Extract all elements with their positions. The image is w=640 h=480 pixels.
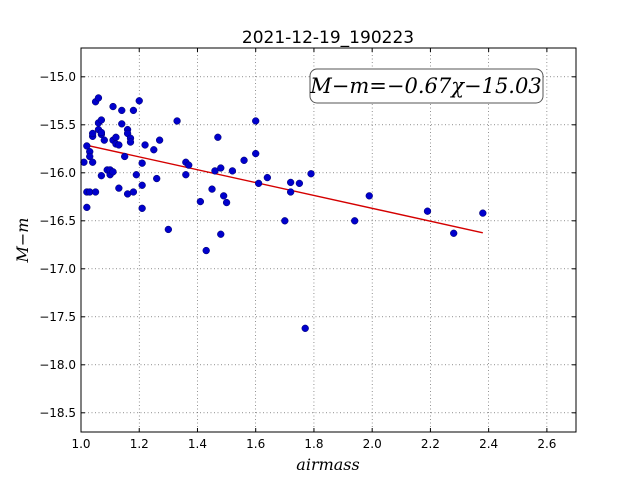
data-point <box>164 225 173 234</box>
data-point <box>295 179 304 188</box>
x-tick-label: 1.4 <box>188 437 207 451</box>
data-point <box>138 181 146 189</box>
data-point <box>118 120 126 128</box>
data-point <box>217 230 225 238</box>
data-point <box>118 106 126 115</box>
data-point <box>185 161 193 169</box>
data-point <box>141 141 149 149</box>
data-point <box>138 204 146 212</box>
data-point <box>301 324 309 332</box>
data-point <box>80 158 88 166</box>
data-points <box>80 94 487 332</box>
y-axis-label: M−m <box>13 218 32 264</box>
data-point <box>286 178 295 187</box>
data-point <box>135 97 143 105</box>
data-point <box>351 217 359 225</box>
x-tick-label: 2.2 <box>421 437 440 451</box>
y-tick-label: −16.5 <box>39 214 76 228</box>
data-point <box>365 192 373 200</box>
x-tick-label: 2.6 <box>537 437 556 451</box>
data-point <box>208 185 216 193</box>
data-point <box>263 173 272 182</box>
data-point <box>423 207 432 215</box>
data-point <box>88 129 97 138</box>
y-tick-label: −15.5 <box>39 118 76 132</box>
data-point <box>286 188 295 196</box>
data-point <box>129 106 138 115</box>
data-point <box>222 198 231 207</box>
data-point <box>115 141 123 149</box>
data-point <box>307 170 315 178</box>
data-point <box>479 209 487 217</box>
data-point <box>196 197 205 206</box>
x-tick-label: 1.8 <box>304 437 323 451</box>
data-point <box>220 192 228 200</box>
x-tick-label: 1.6 <box>246 437 265 451</box>
data-point <box>281 217 289 225</box>
data-point <box>173 117 181 125</box>
data-point <box>86 152 94 161</box>
x-tick-label: 2.4 <box>479 437 498 451</box>
data-point <box>252 117 260 125</box>
data-point <box>129 188 138 196</box>
data-point <box>83 203 91 212</box>
x-axis-label: airmass <box>296 455 359 474</box>
y-tick-label: −15.0 <box>39 70 76 84</box>
data-point <box>150 146 158 154</box>
data-point <box>97 116 106 124</box>
data-point <box>121 152 129 161</box>
fit-equation-label: M−m=−0.67χ−15.03 <box>309 74 541 98</box>
data-point <box>252 149 260 158</box>
chart-title: 2021-12-19_190223 <box>242 28 414 48</box>
data-point <box>126 138 135 146</box>
fit-annotation: M−m=−0.67χ−15.03 <box>309 68 544 104</box>
data-point <box>115 184 123 192</box>
y-axis-ticks: −15.0 −15.5 −16.0 −16.5 −17.0 −17.5 −18.0 −18.5 <box>39 70 576 420</box>
data-point <box>214 133 222 141</box>
data-point <box>97 128 106 137</box>
x-tick-label: 1.0 <box>71 437 90 451</box>
data-point <box>202 246 210 255</box>
data-point <box>97 172 106 180</box>
data-point <box>240 156 248 164</box>
annotation-box <box>309 68 544 104</box>
data-point <box>182 171 190 179</box>
y-tick-label: −17.0 <box>39 262 76 276</box>
plot-frame <box>80 47 577 433</box>
data-point <box>109 168 117 176</box>
data-point <box>83 142 91 150</box>
data-point <box>132 171 140 179</box>
y-tick-label: −16.0 <box>39 166 76 180</box>
data-point <box>100 136 108 144</box>
data-point <box>91 188 100 196</box>
y-tick-label: −18.0 <box>39 358 76 372</box>
y-tick-label: −17.5 <box>39 310 76 324</box>
data-point <box>112 133 120 141</box>
data-point <box>228 167 237 175</box>
data-point <box>217 164 225 172</box>
data-point <box>94 94 103 102</box>
data-point <box>155 136 164 144</box>
fit-line <box>86 144 483 234</box>
data-point <box>450 229 458 237</box>
data-point <box>254 179 263 188</box>
x-tick-label: 2.0 <box>363 437 382 451</box>
y-tick-label: −18.5 <box>39 406 76 420</box>
x-tick-label: 1.2 <box>130 437 149 451</box>
data-point <box>109 102 117 111</box>
data-point <box>88 158 97 166</box>
data-point <box>153 174 161 183</box>
data-point <box>211 167 219 175</box>
data-point <box>138 159 146 167</box>
x-axis-ticks: 1.0 1.2 1.4 1.6 1.8 2.0 2.2 2.4 2.6 <box>71 48 556 451</box>
